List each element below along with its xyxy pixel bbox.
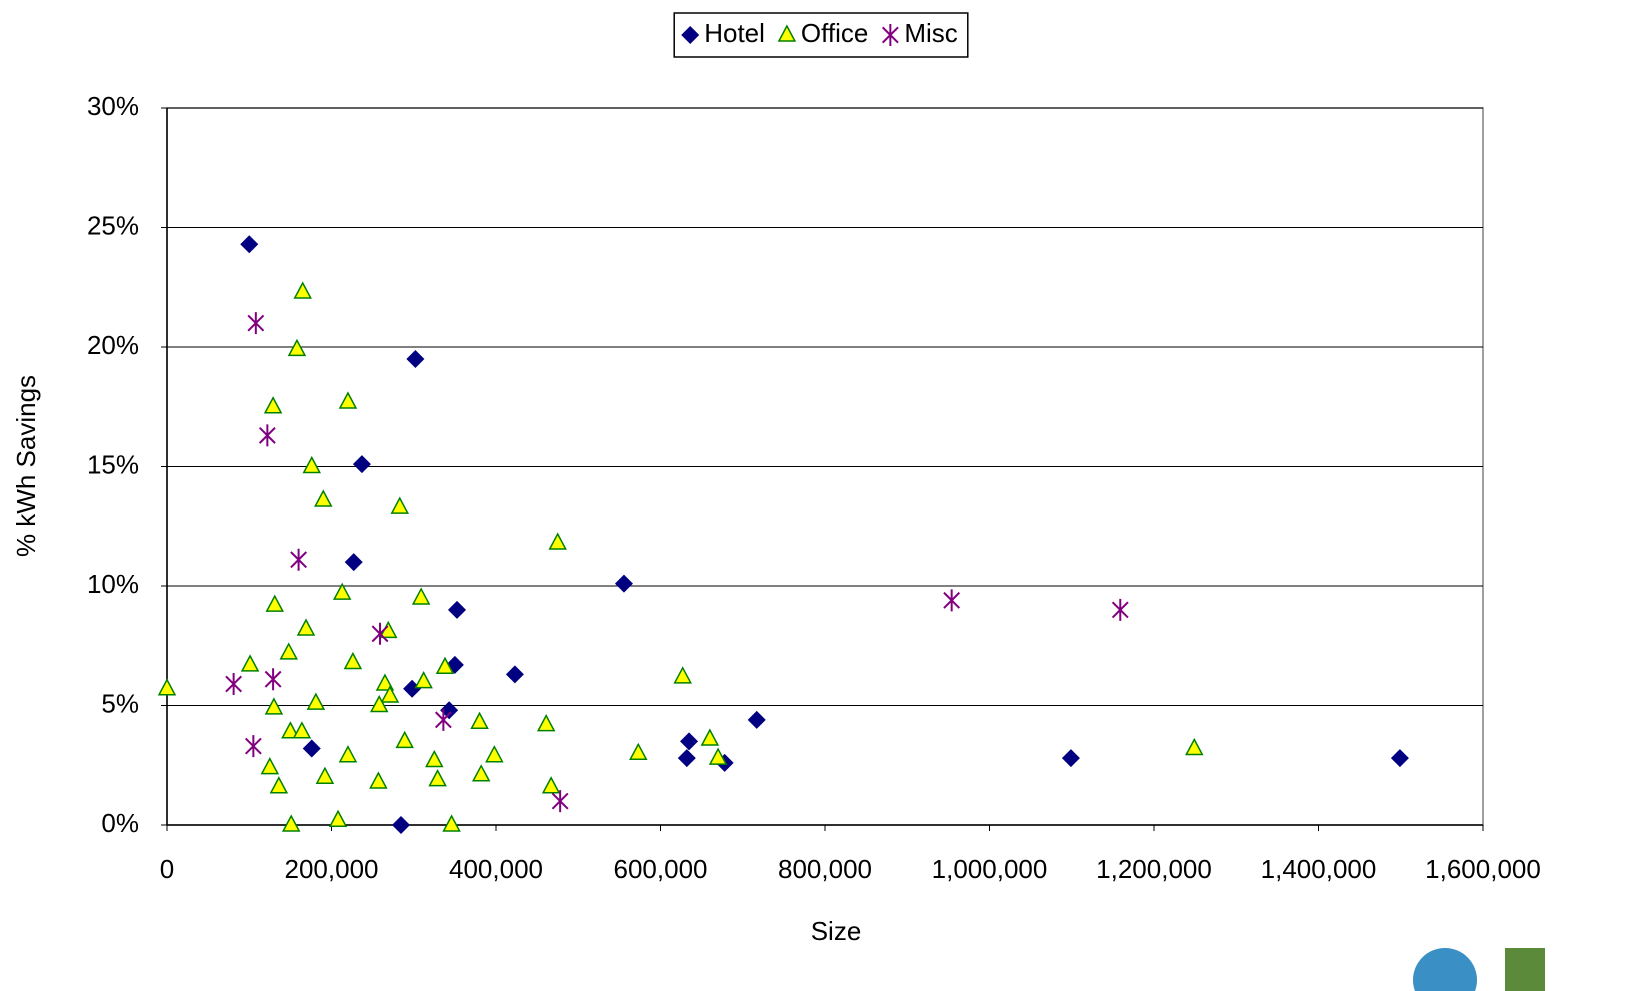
point xyxy=(315,491,331,506)
point xyxy=(370,773,386,788)
legend-label: Office xyxy=(801,18,868,48)
point xyxy=(294,723,310,738)
point xyxy=(159,680,175,695)
x-tick-label: 400,000 xyxy=(449,854,543,884)
logo-block xyxy=(1505,948,1545,991)
legend-label: Hotel xyxy=(704,18,765,48)
y-tick-label: 10% xyxy=(87,569,139,599)
point xyxy=(317,768,333,783)
point xyxy=(265,668,280,690)
legend: Hotel Office Misc xyxy=(674,13,968,57)
x-tick-label: 1,200,000 xyxy=(1096,854,1212,884)
x-axis-title: Size xyxy=(811,916,862,946)
point xyxy=(298,620,314,635)
point xyxy=(242,656,258,671)
point xyxy=(444,816,460,831)
point xyxy=(702,730,718,745)
point xyxy=(262,759,278,774)
point xyxy=(353,455,371,473)
point xyxy=(472,713,488,728)
point xyxy=(406,350,424,368)
point xyxy=(260,424,275,446)
point xyxy=(1391,749,1409,767)
x-tick-label: 800,000 xyxy=(778,854,872,884)
point xyxy=(448,601,466,619)
point xyxy=(944,589,959,611)
point xyxy=(680,732,698,750)
point xyxy=(266,699,282,714)
y-tick-label: 15% xyxy=(87,449,139,479)
point xyxy=(345,553,363,571)
point xyxy=(1186,740,1202,755)
point xyxy=(486,747,502,762)
point xyxy=(416,673,432,688)
point xyxy=(538,716,554,731)
point xyxy=(345,653,361,668)
point xyxy=(267,596,283,611)
point xyxy=(748,711,766,729)
y-axis-title: % kWh Savings xyxy=(11,375,41,557)
point xyxy=(265,398,281,413)
y-tick-label: 30% xyxy=(87,91,139,121)
page: Size % kWh Savings 0% 5% 10% 15% 20% 25% 30% 0 2… xyxy=(0,0,1637,991)
point xyxy=(550,534,566,549)
point xyxy=(330,811,346,826)
point xyxy=(473,766,489,781)
point xyxy=(426,751,442,766)
y-tick-label: 5% xyxy=(101,688,139,718)
point xyxy=(506,665,524,683)
point xyxy=(397,732,413,747)
point xyxy=(543,778,559,793)
point xyxy=(283,816,299,831)
chart: Size % kWh Savings 0% 5% 10% 15% 20% 25% 30% 0 2… xyxy=(0,0,1637,991)
point xyxy=(392,498,408,513)
point xyxy=(430,771,446,786)
point xyxy=(675,668,691,683)
point xyxy=(413,589,429,604)
point xyxy=(240,235,258,253)
point xyxy=(630,744,646,759)
point xyxy=(281,644,297,659)
point xyxy=(304,458,320,473)
point xyxy=(615,575,633,593)
y-tick-label: 20% xyxy=(87,330,139,360)
point xyxy=(1062,749,1080,767)
point xyxy=(248,312,263,334)
x-tick-label: 600,000 xyxy=(614,854,708,884)
x-tick-label: 1,000,000 xyxy=(932,854,1048,884)
logo xyxy=(1413,948,1545,991)
point xyxy=(340,747,356,762)
point xyxy=(246,735,261,757)
y-tick-label: 0% xyxy=(101,808,139,838)
logo-circle xyxy=(1413,948,1477,991)
x-tick-label: 1,600,000 xyxy=(1425,854,1541,884)
point xyxy=(308,694,324,709)
point xyxy=(226,673,241,695)
point xyxy=(303,740,321,758)
point xyxy=(340,393,356,408)
point xyxy=(1113,599,1128,621)
point xyxy=(289,340,305,355)
point xyxy=(678,749,696,767)
x-tick-label: 200,000 xyxy=(285,854,379,884)
point xyxy=(271,778,287,793)
x-tick-label: 1,400,000 xyxy=(1261,854,1377,884)
point xyxy=(291,549,306,571)
point xyxy=(392,816,410,834)
x-tick-label: 0 xyxy=(160,854,174,884)
y-tick-label: 25% xyxy=(87,210,139,240)
legend-label: Misc xyxy=(904,18,957,48)
point xyxy=(295,283,311,298)
